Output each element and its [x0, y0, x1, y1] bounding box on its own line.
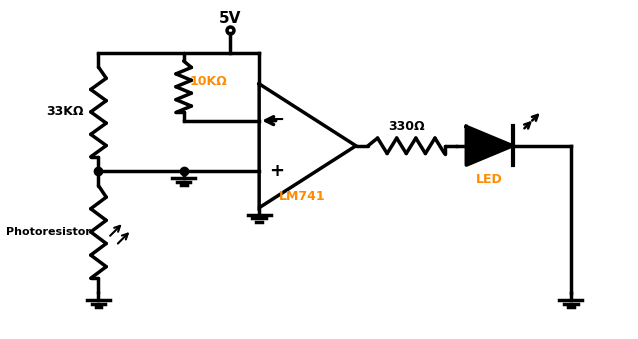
Text: LED: LED: [476, 173, 503, 186]
Text: 330Ω: 330Ω: [388, 120, 424, 133]
Text: 5V: 5V: [219, 11, 241, 26]
Text: Photoresistor: Photoresistor: [6, 227, 91, 237]
Polygon shape: [466, 126, 513, 165]
Text: −: −: [269, 111, 284, 129]
Text: +: +: [269, 162, 284, 180]
Text: 33KΩ: 33KΩ: [46, 105, 84, 118]
Text: LM741: LM741: [279, 190, 325, 203]
Text: 10KΩ: 10KΩ: [189, 75, 227, 88]
